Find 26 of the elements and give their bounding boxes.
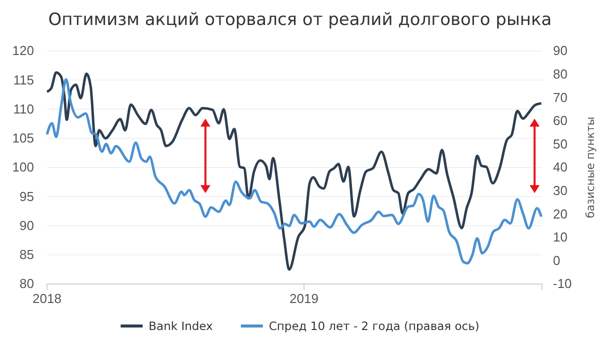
chart-title: Оптимизм акций оторвался от реалий долгового рынка [48, 10, 552, 30]
y2-tick-label: 90 [553, 43, 568, 58]
y2-tick-label: -10 [553, 276, 572, 292]
y-tick-label: 95 [20, 188, 34, 204]
y2-tick-label: 10 [553, 230, 568, 245]
legend-label: Bank Index [148, 319, 214, 334]
y2-tick-label: 40 [553, 160, 568, 175]
legend-label: Спред 10 лет - 2 года (правая ось) [268, 319, 480, 334]
y-tick-label: 110 [13, 101, 34, 116]
y2-tick-label: 70 [553, 90, 568, 105]
y2-axis-title: базисные пункты [584, 116, 597, 218]
x-tick-label: 2019 [290, 291, 318, 306]
y-tick-label: 90 [20, 218, 34, 233]
y2-tick-label: 80 [553, 66, 568, 82]
y2-tick-label: 20 [553, 206, 568, 222]
y2-tick-label: 50 [553, 136, 568, 152]
y-tick-label: 120 [12, 43, 34, 58]
y2-tick-label: 30 [553, 182, 568, 198]
y-tick-label: 105 [12, 130, 34, 146]
y2-tick-label: 60 [553, 113, 568, 128]
x-tick-label: 2018 [32, 291, 62, 306]
y-tick-label: 115 [13, 72, 34, 88]
y-tick-label: 85 [20, 247, 34, 262]
y2-tick-label: 0 [553, 252, 560, 268]
y-tick-label: 80 [20, 276, 34, 292]
y-tick-label: 100 [12, 160, 34, 175]
